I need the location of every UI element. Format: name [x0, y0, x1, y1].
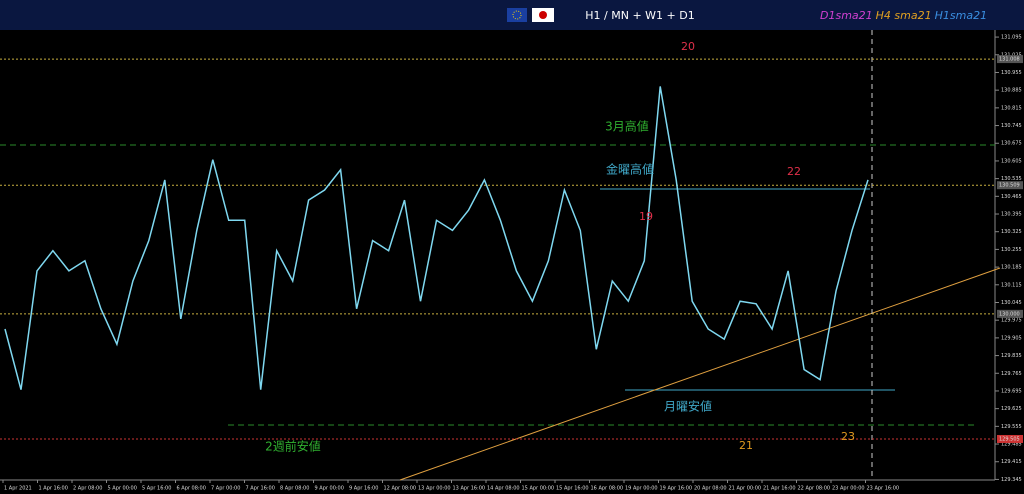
x-tick-label: 1 Apr 16:00 — [39, 486, 68, 492]
x-tick-label: 5 Apr 00:00 — [108, 486, 137, 492]
y-tick-label: 130.745 — [1001, 123, 1022, 129]
y-tick-label: 129.765 — [1001, 371, 1022, 377]
annotation: 22 — [787, 165, 801, 178]
x-tick-label: 9 Apr 16:00 — [349, 486, 378, 492]
y-tick-label: 129.975 — [1001, 318, 1022, 324]
y-tick-label: 129.905 — [1001, 335, 1022, 341]
price-marker-label: 129.505 — [999, 436, 1020, 442]
price-marker-box — [997, 434, 1023, 443]
y-tick-label: 129.415 — [1001, 459, 1022, 465]
x-tick-label: 7 Apr 00:00 — [211, 486, 240, 492]
x-tick-label: 1 Apr 2021 — [4, 486, 32, 492]
y-tick-label: 130.395 — [1001, 212, 1022, 218]
annotation: 23 — [841, 430, 855, 443]
x-tick-label: 19 Apr 00:00 — [625, 486, 658, 492]
x-tick-label: 23 Apr 16:00 — [867, 486, 900, 492]
jp-sun — [539, 11, 547, 19]
y-tick-label: 129.485 — [1001, 442, 1022, 448]
annotation: 20 — [681, 40, 695, 53]
price-marker-label: 131.008 — [999, 57, 1020, 63]
eu-stars — [512, 10, 522, 20]
y-tick-label: 131.095 — [1001, 35, 1022, 41]
y-tick-label: 130.885 — [1001, 88, 1022, 94]
y-tick-label: 130.955 — [1001, 70, 1022, 76]
x-tick-label: 13 Apr 00:00 — [418, 486, 451, 492]
x-tick-label: 22 Apr 08:00 — [798, 486, 831, 492]
y-tick-label: 130.115 — [1001, 282, 1022, 288]
x-tick-label: 15 Apr 00:00 — [522, 486, 555, 492]
y-tick-label: 130.185 — [1001, 265, 1022, 271]
price-marker-box — [997, 55, 1023, 64]
y-tick-label: 129.345 — [1001, 477, 1022, 483]
x-tick-label: 7 Apr 16:00 — [246, 486, 275, 492]
x-tick-label: 21 Apr 16:00 — [763, 486, 796, 492]
x-tick-label: 9 Apr 00:00 — [315, 486, 344, 492]
price-marker-box — [997, 309, 1023, 318]
price-marker-box — [997, 181, 1023, 190]
x-tick-label: 8 Apr 08:00 — [280, 486, 309, 492]
x-tick-label: 2 Apr 08:00 — [73, 486, 102, 492]
x-tick-label: 19 Apr 16:00 — [660, 486, 693, 492]
price-line — [4, 86, 869, 390]
y-tick-label: 130.605 — [1001, 158, 1022, 164]
x-tick-label: 16 Apr 08:00 — [591, 486, 624, 492]
legend-entry: D1sma21 — [820, 9, 873, 22]
price-marker-label: 130.000 — [999, 311, 1020, 317]
annotation: 2週前安値 — [265, 439, 321, 454]
y-tick-label: 130.535 — [1001, 176, 1022, 182]
y-tick-label: 129.555 — [1001, 424, 1022, 430]
annotation: 金曜高値 — [606, 162, 654, 177]
x-tick-label: 15 Apr 16:00 — [556, 486, 589, 492]
x-tick-label: 14 Apr 08:00 — [487, 486, 520, 492]
y-tick-label: 129.625 — [1001, 406, 1022, 412]
legend-entry: H1sma21 — [935, 9, 987, 22]
eu-flag — [507, 8, 527, 22]
x-tick-label: 6 Apr 08:00 — [177, 486, 206, 492]
x-tick-label: 5 Apr 16:00 — [142, 486, 171, 492]
y-tick-label: 130.325 — [1001, 229, 1022, 235]
legend-entry: H4 sma21 — [876, 9, 932, 22]
annotation: 3月高値 — [605, 119, 649, 134]
y-tick-label: 129.695 — [1001, 388, 1022, 394]
annotation: 19 — [639, 210, 653, 223]
y-tick-label: 130.045 — [1001, 300, 1022, 306]
y-tick-label: 130.675 — [1001, 141, 1022, 147]
y-tick-label: 130.255 — [1001, 247, 1022, 253]
y-tick-label: 129.835 — [1001, 353, 1022, 359]
x-tick-label: 23 Apr 00:00 — [832, 486, 865, 492]
x-tick-label: 12 Apr 08:00 — [384, 486, 417, 492]
x-tick-label: 20 Apr 08:00 — [694, 486, 727, 492]
annotation: 21 — [739, 439, 753, 452]
y-tick-label: 130.465 — [1001, 194, 1022, 200]
header-title: H1 / MN + W1 + D1 — [585, 9, 694, 22]
x-tick-label: 21 Apr 00:00 — [729, 486, 762, 492]
y-tick-label: 130.815 — [1001, 105, 1022, 111]
trend-line — [399, 267, 1001, 481]
annotation: 月曜安値 — [664, 399, 712, 414]
price-marker-label: 130.509 — [999, 183, 1020, 189]
x-tick-label: 13 Apr 16:00 — [453, 486, 486, 492]
